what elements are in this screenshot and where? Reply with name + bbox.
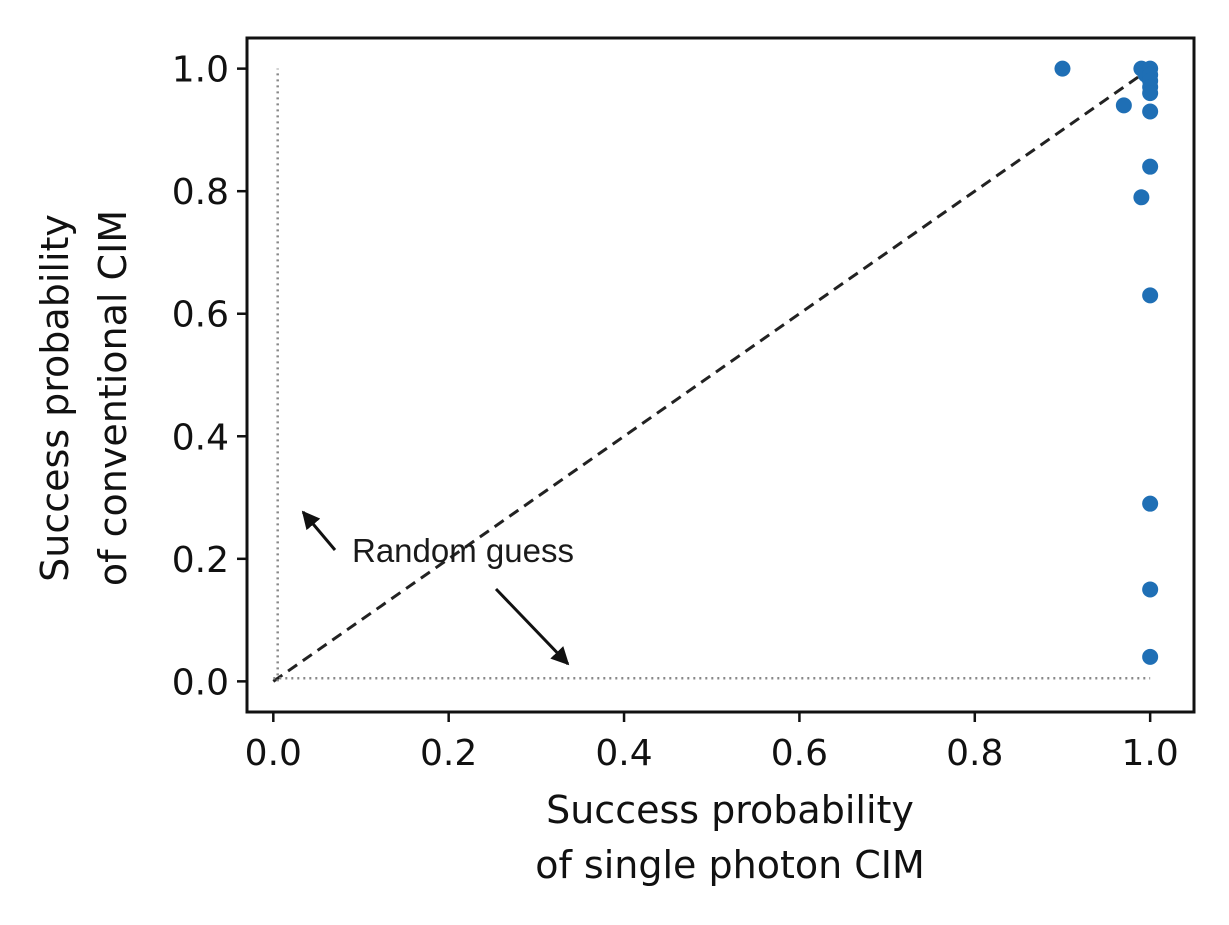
y-tick-label: 0.0 <box>172 662 229 703</box>
diagonal-line <box>272 67 1152 683</box>
x-tick-label: 0.0 <box>245 733 302 774</box>
data-point <box>1142 85 1159 102</box>
y-tick-label: 0.2 <box>172 540 229 581</box>
data-point <box>1142 287 1159 304</box>
x-tick-label: 0.8 <box>946 733 1003 774</box>
y-tick-label: 0.8 <box>172 172 229 213</box>
axis-ticks: 0.0 0.2 0.4 0.6 0.8 1.0 0.0 0.2 0.4 0.6 0.8 1.0 <box>172 50 1179 774</box>
data-points <box>1054 60 1159 665</box>
data-point <box>1142 648 1159 665</box>
x-axis-title-line-2: of single photon CIM <box>535 843 925 887</box>
random-guess-annotation: Random guess <box>352 532 574 569</box>
data-point <box>1142 581 1159 598</box>
data-point <box>1142 103 1159 120</box>
data-point <box>1133 189 1150 206</box>
y-axis-title-line-1: Success probability <box>33 214 77 582</box>
y-tick-label: 0.4 <box>172 417 229 458</box>
x-tick-label: 1.0 <box>1122 733 1179 774</box>
data-point <box>1054 60 1071 77</box>
data-point <box>1142 158 1159 175</box>
y-tick-label: 1.0 <box>172 50 229 91</box>
data-point <box>1142 495 1159 512</box>
reference-lines <box>272 67 1152 683</box>
random-guess-arrow-up <box>301 510 337 551</box>
y-axis-title-line-2: of conventional CIM <box>91 210 135 586</box>
plot-frame <box>245 36 1196 714</box>
x-tick-label: 0.6 <box>771 733 828 774</box>
x-tick-label: 0.4 <box>595 733 652 774</box>
y-tick-label: 0.6 <box>172 295 229 336</box>
random-guess-arrow-down <box>494 587 570 666</box>
x-tick-label: 0.2 <box>420 733 477 774</box>
x-axis-title-line-1: Success probability <box>546 788 914 832</box>
data-point <box>1115 97 1132 114</box>
